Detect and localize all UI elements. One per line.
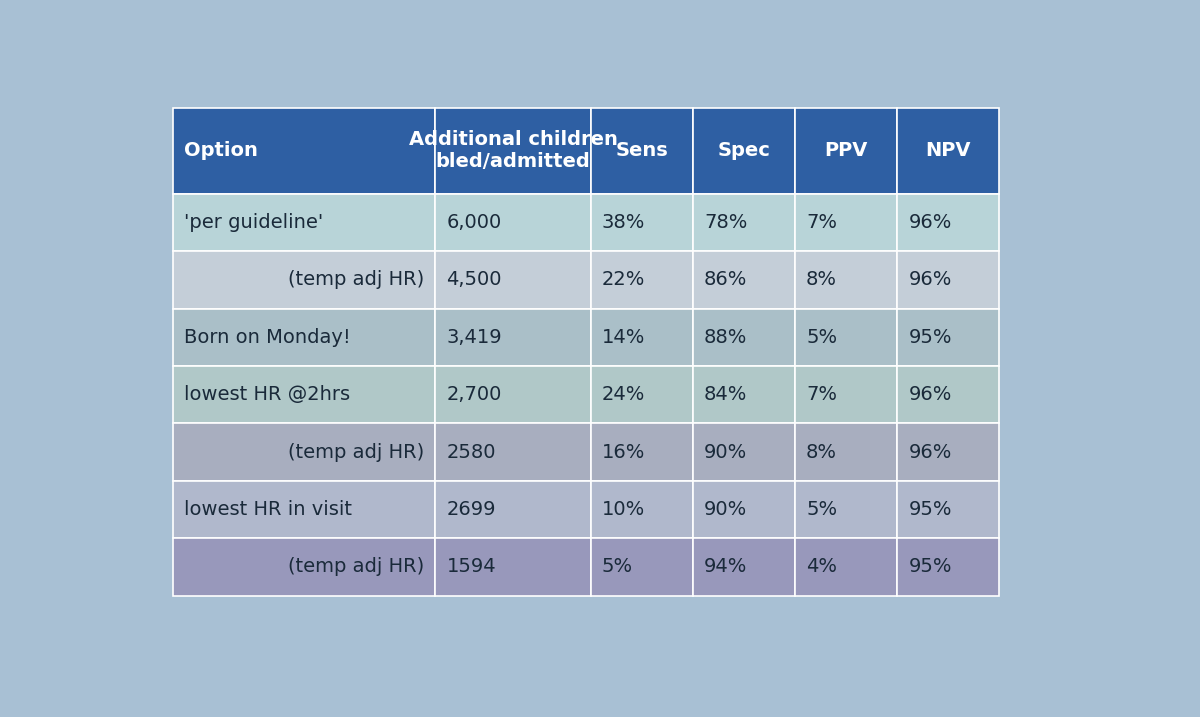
Text: 16%: 16% [602, 442, 646, 462]
Text: Option: Option [185, 141, 258, 161]
Bar [173, 366, 436, 423]
Text: 95%: 95% [908, 557, 952, 576]
Text: 4%: 4% [806, 557, 838, 576]
Bar [898, 308, 1000, 366]
Bar [436, 194, 590, 251]
Text: (temp adj HR): (temp adj HR) [288, 557, 424, 576]
Bar [173, 308, 436, 366]
Bar [794, 308, 898, 366]
Text: 7%: 7% [806, 213, 838, 232]
Text: 2580: 2580 [446, 442, 496, 462]
Bar [692, 423, 794, 481]
Text: 8%: 8% [806, 270, 838, 290]
Bar [173, 481, 436, 538]
Text: 22%: 22% [602, 270, 646, 290]
Text: 5%: 5% [806, 500, 838, 519]
Text: Additional children
bled/admitted: Additional children bled/admitted [408, 130, 618, 171]
Text: 96%: 96% [908, 385, 952, 404]
Bar [898, 194, 1000, 251]
Text: (temp adj HR): (temp adj HR) [288, 442, 424, 462]
Bar [692, 481, 794, 538]
Text: 78%: 78% [704, 213, 748, 232]
Bar [898, 108, 1000, 194]
Text: 5%: 5% [602, 557, 632, 576]
Text: 2699: 2699 [446, 500, 496, 519]
Text: 5%: 5% [806, 328, 838, 347]
Bar [436, 251, 590, 308]
Text: lowest HR in visit: lowest HR in visit [185, 500, 353, 519]
Bar [173, 108, 436, 194]
Bar [692, 194, 794, 251]
Bar [794, 538, 898, 596]
Text: 14%: 14% [602, 328, 646, 347]
Text: NPV: NPV [925, 141, 971, 161]
Text: PPV: PPV [824, 141, 868, 161]
Bar [590, 108, 692, 194]
Text: 6,000: 6,000 [446, 213, 502, 232]
Bar [692, 251, 794, 308]
Bar [436, 366, 590, 423]
Text: lowest HR @2hrs: lowest HR @2hrs [185, 385, 350, 404]
Bar [590, 538, 692, 596]
Bar [173, 423, 436, 481]
Text: 88%: 88% [704, 328, 748, 347]
Bar [590, 194, 692, 251]
Bar [692, 538, 794, 596]
Text: 10%: 10% [602, 500, 646, 519]
Text: 'per guideline': 'per guideline' [185, 213, 324, 232]
Bar [794, 194, 898, 251]
Text: 95%: 95% [908, 328, 952, 347]
Bar [590, 366, 692, 423]
Bar [590, 308, 692, 366]
Text: 8%: 8% [806, 442, 838, 462]
Text: 38%: 38% [602, 213, 646, 232]
Bar [692, 108, 794, 194]
Bar [590, 481, 692, 538]
Bar [436, 308, 590, 366]
Bar [794, 423, 898, 481]
Bar [898, 423, 1000, 481]
Text: 94%: 94% [704, 557, 748, 576]
Text: 7%: 7% [806, 385, 838, 404]
Text: 4,500: 4,500 [446, 270, 502, 290]
Text: 86%: 86% [704, 270, 748, 290]
Bar [692, 308, 794, 366]
Text: Sens: Sens [616, 141, 668, 161]
Text: 84%: 84% [704, 385, 748, 404]
Bar [436, 423, 590, 481]
Text: 1594: 1594 [446, 557, 496, 576]
Text: 3,419: 3,419 [446, 328, 502, 347]
Bar [590, 251, 692, 308]
Bar [590, 423, 692, 481]
Bar [898, 251, 1000, 308]
Text: 95%: 95% [908, 500, 952, 519]
Bar [898, 538, 1000, 596]
Bar [794, 366, 898, 423]
Bar [436, 481, 590, 538]
Bar [898, 481, 1000, 538]
Text: 90%: 90% [704, 442, 748, 462]
Bar [173, 538, 436, 596]
Text: 24%: 24% [602, 385, 646, 404]
Bar [436, 108, 590, 194]
Bar [794, 251, 898, 308]
Bar [436, 538, 590, 596]
Bar [173, 251, 436, 308]
Text: 96%: 96% [908, 213, 952, 232]
Bar [794, 481, 898, 538]
Text: 90%: 90% [704, 500, 748, 519]
Bar [173, 194, 436, 251]
Text: (temp adj HR): (temp adj HR) [288, 270, 424, 290]
Bar [898, 366, 1000, 423]
Text: 96%: 96% [908, 442, 952, 462]
Text: Born on Monday!: Born on Monday! [185, 328, 352, 347]
Bar [692, 366, 794, 423]
Text: 2,700: 2,700 [446, 385, 502, 404]
Text: Spec: Spec [718, 141, 770, 161]
Bar [794, 108, 898, 194]
Text: 96%: 96% [908, 270, 952, 290]
